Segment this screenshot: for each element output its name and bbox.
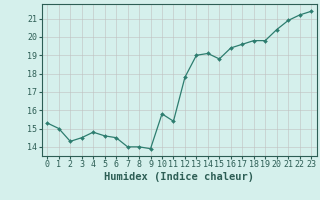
X-axis label: Humidex (Indice chaleur): Humidex (Indice chaleur) [104,172,254,182]
